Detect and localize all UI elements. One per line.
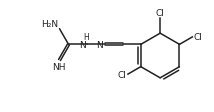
Text: H₂N: H₂N bbox=[41, 19, 58, 28]
Text: Cl: Cl bbox=[118, 70, 127, 79]
Text: Cl: Cl bbox=[193, 33, 202, 42]
Text: Cl: Cl bbox=[156, 9, 165, 18]
Text: N: N bbox=[96, 40, 103, 49]
Text: NH: NH bbox=[52, 63, 65, 71]
Text: N: N bbox=[79, 40, 86, 49]
Text: H: H bbox=[83, 32, 89, 41]
